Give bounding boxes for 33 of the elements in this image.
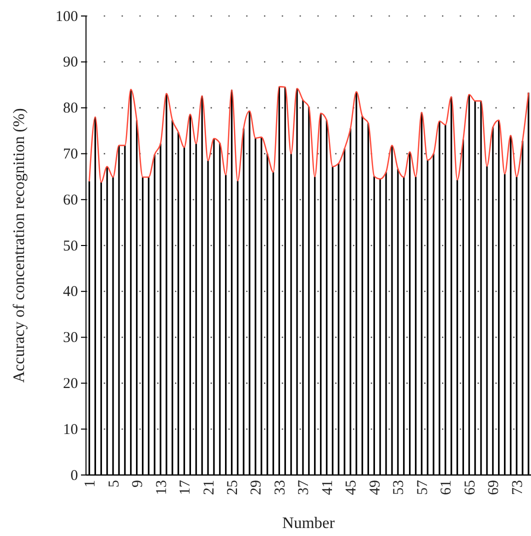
y-tick-label: 50: [63, 238, 78, 254]
x-tick-label: 17: [178, 480, 194, 495]
line-series: [88, 86, 530, 183]
y-tick-label: 30: [63, 330, 78, 346]
y-tick-label: 0: [70, 468, 78, 484]
x-tick-label: 25: [224, 480, 241, 495]
x-tick-label: 69: [486, 480, 502, 495]
x-axis-title: Number: [282, 515, 336, 532]
y-tick-label: 60: [63, 192, 78, 208]
x-tick-label: 1: [82, 480, 99, 488]
x-tick-label: 73: [510, 480, 526, 495]
x-tick-label: 49: [367, 480, 384, 495]
x-tick-label: 21: [201, 480, 218, 495]
x-tick-label: 5: [106, 480, 122, 488]
x-tick-label: 61: [438, 480, 455, 495]
y-tick-label: 90: [63, 54, 78, 71]
x-tick-label: 41: [320, 480, 336, 495]
x-tick-label: 13: [154, 480, 170, 495]
x-tick-label: 37: [296, 480, 312, 495]
x-tick-label: 29: [248, 480, 265, 495]
x-tick-label: 33: [272, 480, 288, 495]
y-tick-label: 10: [63, 422, 78, 438]
x-tick-label: 53: [391, 480, 408, 495]
y-tick-label: 40: [63, 284, 78, 300]
x-tick-label: 9: [130, 480, 146, 488]
x-tick-label: 45: [344, 480, 360, 495]
y-tick-label: 100: [56, 8, 78, 25]
y-tick-label: 70: [63, 146, 78, 162]
x-tick-label: 57: [414, 480, 431, 495]
x-tick-label: 65: [462, 480, 478, 495]
y-tick-label: 80: [63, 100, 78, 117]
y-tick-label: 20: [63, 376, 78, 392]
y-axis-title: Accuracy of concentration recognition (%): [11, 108, 28, 383]
